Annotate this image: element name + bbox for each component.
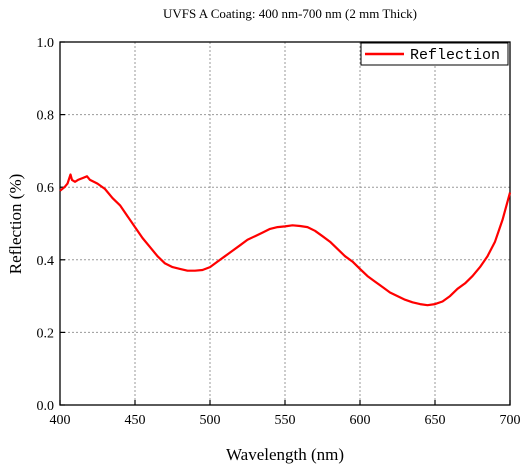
x-tick-label: 450: [125, 413, 146, 428]
x-tick-label: 650: [425, 413, 446, 428]
x-tick-label: 500: [200, 413, 221, 428]
y-tick-label: 1.0: [37, 36, 55, 51]
axis-ticks: [59, 41, 511, 406]
chart-title: UVFS A Coating: 400 nm-700 nm (2 mm Thic…: [163, 6, 417, 21]
legend: Reflection: [360, 42, 509, 66]
y-tick-label: 0.4: [37, 254, 55, 269]
y-axis-label: Reflection (%): [6, 174, 25, 275]
x-tick-label: 600: [350, 413, 371, 428]
y-tick-label: 0.8: [37, 109, 55, 124]
x-axis-label: Wavelength (nm): [226, 445, 344, 464]
x-tick-labels: 400 450 500 550 600 650 700: [50, 413, 521, 428]
x-tick-label: 550: [275, 413, 296, 428]
y-tick-label: 0.0: [37, 399, 55, 414]
reflection-series-line: [59, 173, 512, 307]
legend-box: [360, 42, 509, 66]
legend-label: Reflection: [410, 47, 500, 64]
y-tick-label: 0.6: [37, 181, 55, 196]
y-tick-label: 0.2: [37, 326, 55, 341]
x-tick-label: 700: [500, 413, 521, 428]
grid-lines: [60, 42, 510, 405]
y-tick-labels: 0.0 0.2 0.4 0.6 0.8 1.0: [37, 36, 55, 414]
x-tick-label: 400: [50, 413, 71, 428]
